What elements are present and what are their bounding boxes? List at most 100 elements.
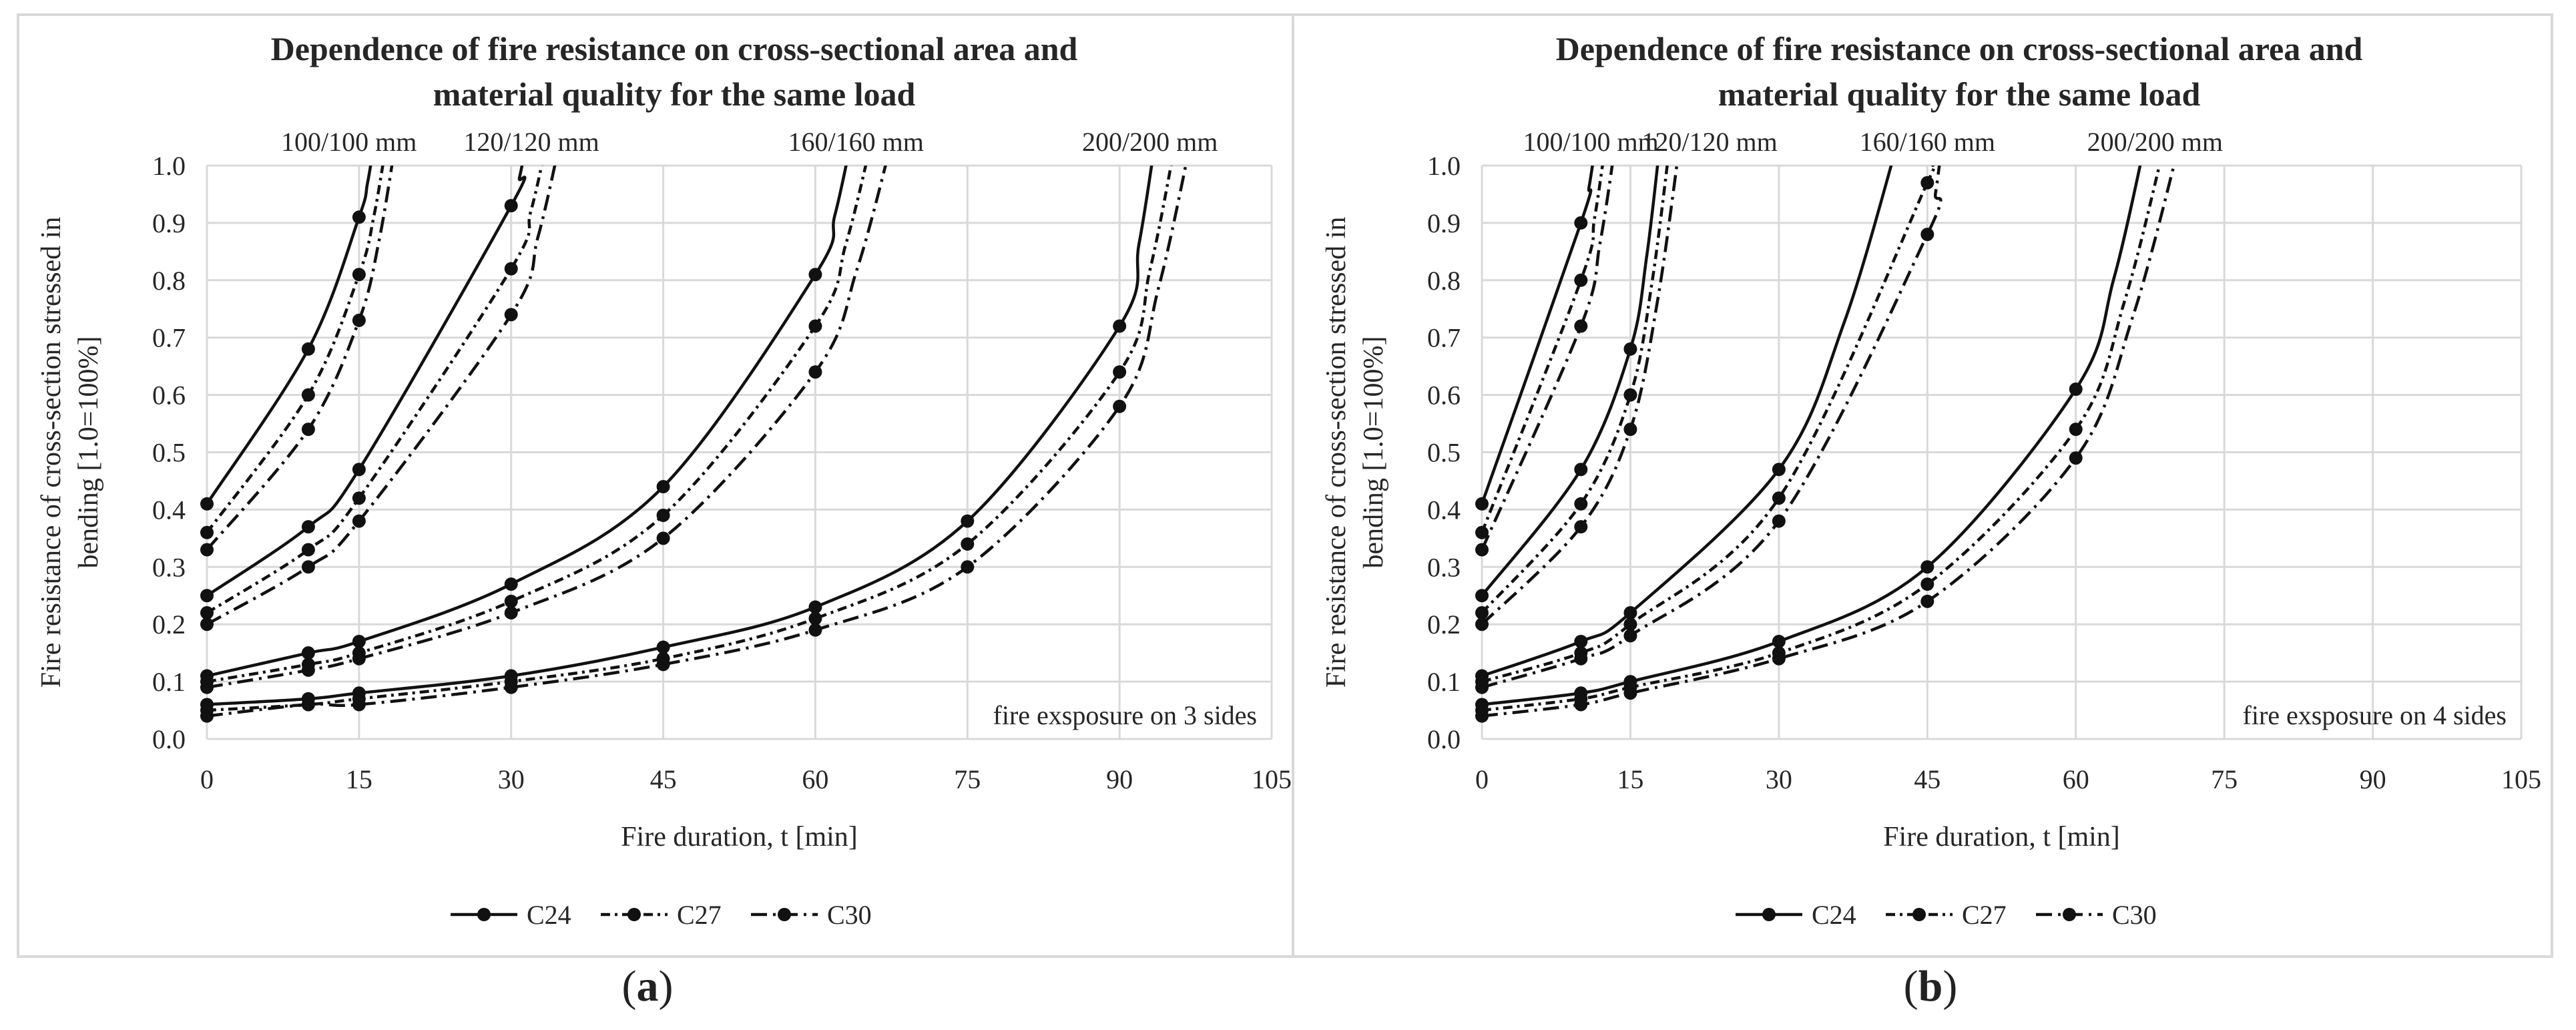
group-label: 120/120 mm	[1641, 127, 1777, 157]
data-point-c27	[1475, 525, 1489, 539]
legend-label-c30: C30	[2112, 900, 2157, 930]
y-tick-label: 0.8	[1427, 266, 1461, 296]
series-line-c24	[1481, 166, 2142, 706]
series-line-c24	[206, 166, 1153, 706]
legend-marker-c24	[477, 908, 491, 921]
legend-marker-c27	[1912, 908, 1926, 921]
data-point-c24	[352, 634, 366, 648]
data-point-c24	[808, 600, 822, 614]
y-axis-label: Fire resistance of cross-section stresse…	[1321, 217, 1389, 688]
data-point-c24	[200, 497, 214, 511]
data-point-c30	[961, 560, 975, 574]
data-point-c27	[808, 319, 822, 333]
data-point-c24	[504, 577, 518, 591]
series-line-c24	[206, 166, 372, 505]
x-tick-label: 30	[1766, 764, 1792, 794]
data-point-c30	[352, 698, 366, 712]
y-tick-label: 0.0	[152, 724, 186, 754]
series-line-c30	[1481, 166, 2175, 718]
x-tick-label: 90	[1106, 764, 1133, 794]
group-label: 160/160 mm	[1860, 127, 1995, 157]
y-tick-label: 0.1	[152, 667, 186, 697]
data-point-c30	[352, 514, 366, 528]
data-point-c30	[200, 617, 214, 631]
legend-label-c24: C24	[1812, 900, 1856, 930]
x-tick-label: 45	[1914, 764, 1941, 794]
panel-label-a: (a)	[621, 962, 674, 1011]
data-point-c27	[301, 388, 315, 402]
data-point-c27	[1113, 365, 1127, 379]
data-point-c30	[200, 680, 214, 694]
exposure-annotation: fire exsposure on 3 sides	[993, 700, 1257, 730]
data-point-c30	[200, 709, 214, 723]
data-point-c30	[200, 543, 214, 557]
data-point-c24	[1574, 463, 1588, 477]
x-tick-label: 105	[2501, 764, 2541, 794]
data-point-c24	[1475, 497, 1489, 511]
y-tick-label: 0.3	[1427, 552, 1461, 582]
data-point-c30	[504, 680, 518, 694]
series-line-c27	[1481, 166, 1669, 614]
y-tick-label: 0.4	[1427, 495, 1461, 525]
data-point-c27	[1772, 491, 1786, 505]
data-point-c30	[504, 606, 518, 620]
data-point-c30	[808, 623, 822, 637]
group-label: 100/100 mm	[1523, 127, 1658, 157]
x-axis-label: Fire duration, t [min]	[1883, 822, 2120, 852]
x-tick-label: 45	[650, 764, 677, 794]
chart-title-line2: material quality for the same load	[433, 75, 916, 113]
data-point-c27	[961, 537, 975, 551]
data-point-c27	[1574, 497, 1588, 511]
y-axis-label-line2: bending [1.0=100%]	[73, 336, 104, 569]
x-axis-label: Fire duration, t [min]	[621, 822, 858, 852]
series-line-c24	[1481, 166, 1659, 597]
group-label: 200/200 mm	[2087, 127, 2223, 157]
x-tick-label: 30	[498, 764, 525, 794]
data-point-c27	[1623, 388, 1637, 402]
data-point-c24	[961, 514, 975, 528]
data-point-c27	[352, 268, 366, 282]
y-tick-label: 0.4	[152, 495, 186, 525]
data-point-c24	[1574, 634, 1588, 648]
panel-divider	[1292, 16, 1294, 955]
series-line-c30	[1480, 166, 1614, 551]
data-point-c24	[656, 480, 670, 494]
y-axis-label-line2: bending [1.0=100%]	[1358, 336, 1389, 569]
legend-label-c30: C30	[827, 900, 872, 930]
data-point-c24	[301, 520, 315, 534]
data-point-c24	[1574, 216, 1588, 230]
data-point-c27	[808, 611, 822, 625]
series-line-c24	[206, 166, 848, 678]
x-tick-label: 60	[802, 764, 828, 794]
x-tick-label: 105	[1252, 764, 1292, 794]
legend-marker-c30	[2063, 908, 2076, 921]
data-point-c27	[1623, 617, 1637, 631]
data-point-c24	[1772, 634, 1786, 648]
group-label: 200/200 mm	[1082, 127, 1218, 157]
data-point-c24	[504, 199, 518, 213]
y-tick-label: 0.0	[1427, 724, 1461, 754]
series-line-c30	[206, 166, 887, 689]
y-tick-label: 0.5	[152, 438, 186, 468]
y-tick-label: 0.2	[152, 609, 186, 639]
data-point-c30	[1475, 617, 1489, 631]
y-axis-label-line1: Fire resistance of cross-section stresse…	[36, 217, 67, 688]
data-point-c24	[301, 342, 315, 356]
data-point-c30	[1623, 629, 1637, 643]
data-point-c27	[200, 525, 214, 539]
legend-label-c27: C27	[677, 900, 722, 930]
data-point-c30	[1920, 228, 1935, 242]
x-tick-label: 0	[1475, 764, 1489, 794]
data-point-c24	[1113, 319, 1127, 333]
data-point-c30	[1113, 399, 1127, 413]
y-tick-label: 1.0	[152, 151, 186, 181]
data-point-c30	[301, 663, 315, 677]
data-point-c30	[1623, 686, 1637, 700]
data-point-c30	[656, 658, 670, 672]
data-point-c30	[352, 652, 366, 666]
data-point-c27	[1574, 273, 1588, 287]
x-tick-label: 15	[1617, 764, 1643, 794]
chart-title-line2: material quality for the same load	[1718, 75, 2201, 113]
panel-b: 0.0 0.1 0.2 0.3 0.4 0.5 0.6 0.7 0.8 0.9 1.0 0 15 30 45…	[1321, 30, 2541, 930]
